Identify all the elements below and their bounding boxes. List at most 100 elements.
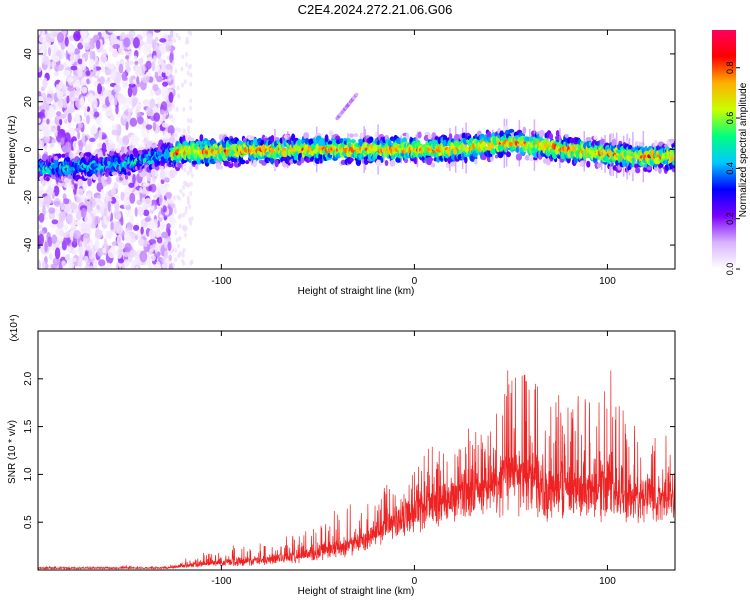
spectrogram-cell bbox=[188, 204, 192, 210]
spectrogram-cell bbox=[296, 160, 302, 166]
spectrogram-cell bbox=[70, 65, 78, 71]
spectrogram-cell bbox=[672, 160, 675, 166]
spectrogram-cell bbox=[121, 180, 130, 186]
spectrogram-cell bbox=[41, 260, 46, 269]
spectrogram-cell bbox=[170, 203, 176, 209]
spectrogram-cell bbox=[160, 186, 167, 197]
spectrogram-ylabel: Frequency (Hz) bbox=[7, 116, 18, 185]
spectrogram-cell bbox=[77, 178, 84, 187]
spectrogram-cell bbox=[178, 236, 182, 242]
spectrogram-cell bbox=[132, 224, 140, 231]
spectrogram-cell bbox=[80, 30, 88, 39]
spectrogram-cell bbox=[116, 93, 125, 103]
spectrogram-cell bbox=[160, 257, 164, 263]
spectrogram-cell bbox=[227, 161, 234, 169]
spectrogram-cell bbox=[152, 83, 159, 92]
spectrogram-cell bbox=[481, 141, 487, 148]
spectrogram-cell bbox=[599, 138, 606, 145]
spectrogram-cell bbox=[90, 125, 98, 135]
spectrogram-cell bbox=[118, 63, 124, 74]
spectrogram-cell bbox=[199, 134, 204, 142]
spectrogram-cell bbox=[158, 194, 163, 205]
spectrogram-cell bbox=[132, 173, 136, 185]
spectrogram-cell bbox=[138, 169, 143, 174]
spectrogram-cell bbox=[107, 248, 116, 259]
spectrogram-cell bbox=[160, 101, 168, 112]
spectrogram-cell bbox=[384, 160, 389, 167]
spectrogram-cell bbox=[152, 121, 157, 132]
spectrogram-xlabel: Height of straight line (km) bbox=[298, 286, 415, 297]
spectrogram-cell bbox=[148, 239, 157, 245]
spectrogram-cell bbox=[78, 253, 83, 264]
spectrogram-cell bbox=[118, 258, 125, 264]
spectrogram-cell bbox=[156, 97, 161, 104]
spectrogram-cell bbox=[127, 107, 134, 113]
spectrogram-cell bbox=[98, 259, 106, 267]
spectrogram-cell bbox=[180, 66, 184, 72]
spectrogram-cell bbox=[528, 154, 535, 162]
spectrogram-cell bbox=[164, 250, 169, 259]
spectrogram-cell bbox=[154, 71, 159, 79]
spectrogram-cell bbox=[175, 32, 179, 38]
spectrogram-cell bbox=[155, 228, 161, 238]
spectrogram-cell bbox=[449, 161, 456, 167]
spectrogram-cell bbox=[427, 134, 433, 140]
spectrogram-cell bbox=[190, 216, 194, 222]
spectrogram-cell bbox=[84, 42, 90, 51]
spectrogram-cell bbox=[86, 114, 90, 125]
spectrogram-cell bbox=[129, 144, 134, 151]
spectrogram-cell bbox=[187, 65, 191, 71]
colorbar-tick-label: 0.8 bbox=[725, 61, 735, 74]
spectrogram-cell bbox=[153, 219, 159, 224]
spectrogram-cell bbox=[167, 114, 174, 120]
spectrogram-cell bbox=[98, 111, 103, 123]
snr-ticks: -100 0 100 0.5 1.0 1.5 2.0 bbox=[23, 331, 675, 587]
spectrogram-panel: -100 0 100 -40 -20 0 20 40 Height of straight l… bbox=[7, 29, 676, 297]
spectrogram-cell bbox=[182, 128, 186, 134]
spectrogram-cell bbox=[124, 242, 132, 253]
spectrogram-cell bbox=[181, 54, 185, 60]
spectrogram-cell bbox=[50, 43, 59, 53]
spectrogram-cell bbox=[159, 109, 165, 115]
spectrogram-cell bbox=[76, 188, 84, 198]
spectrogram-cell bbox=[186, 117, 190, 123]
spectrogram-cell bbox=[45, 176, 50, 182]
spectrogram-cell bbox=[163, 138, 167, 144]
spectrogram-cell bbox=[188, 137, 195, 142]
spectrogram-ticks: -100 0 100 -40 -20 0 20 40 bbox=[23, 30, 675, 287]
spectrogram-cell bbox=[181, 82, 185, 88]
spectrogram-cell bbox=[464, 156, 468, 164]
spectrogram-cell bbox=[165, 63, 173, 70]
spectrogram-cell bbox=[115, 103, 119, 115]
spectrogram-cell bbox=[145, 60, 152, 70]
spectrogram-cell bbox=[66, 95, 70, 104]
spectrogram-cell bbox=[174, 68, 178, 74]
spectrogram-y-tick-label: 40 bbox=[23, 48, 34, 60]
spectrogram-cell bbox=[673, 140, 675, 146]
spectrogram-cell bbox=[111, 129, 119, 136]
spectrogram-cell bbox=[42, 55, 50, 66]
spectrogram-cell bbox=[85, 245, 91, 252]
spectrogram-cell bbox=[100, 188, 105, 201]
spectrogram-cell bbox=[85, 70, 91, 77]
spectrogram-cell bbox=[167, 198, 174, 204]
spectrogram-cell bbox=[42, 77, 48, 89]
snr-xlabel: Height of straight line (km) bbox=[298, 586, 415, 597]
spectrogram-cell bbox=[185, 62, 189, 68]
spectrogram-cell bbox=[44, 109, 48, 118]
spectrogram-cell bbox=[515, 153, 523, 161]
spectrogram-cell bbox=[174, 257, 178, 263]
spectrogram-cell bbox=[60, 153, 67, 158]
spectrogram-cell bbox=[189, 98, 193, 104]
spectrogram-cell bbox=[107, 30, 116, 33]
spectrogram-cell bbox=[60, 137, 65, 146]
spectrogram-cell bbox=[80, 77, 87, 85]
spectrogram-cell bbox=[126, 97, 130, 110]
spectrogram-cell bbox=[114, 95, 118, 106]
spectrogram-cell bbox=[145, 75, 150, 82]
spectrogram-cell bbox=[161, 71, 166, 78]
spectrogram-cell bbox=[153, 194, 159, 199]
spectrogram-cell bbox=[131, 97, 137, 107]
spectrogram-cell bbox=[153, 112, 161, 122]
spectrogram-cell bbox=[129, 117, 138, 127]
